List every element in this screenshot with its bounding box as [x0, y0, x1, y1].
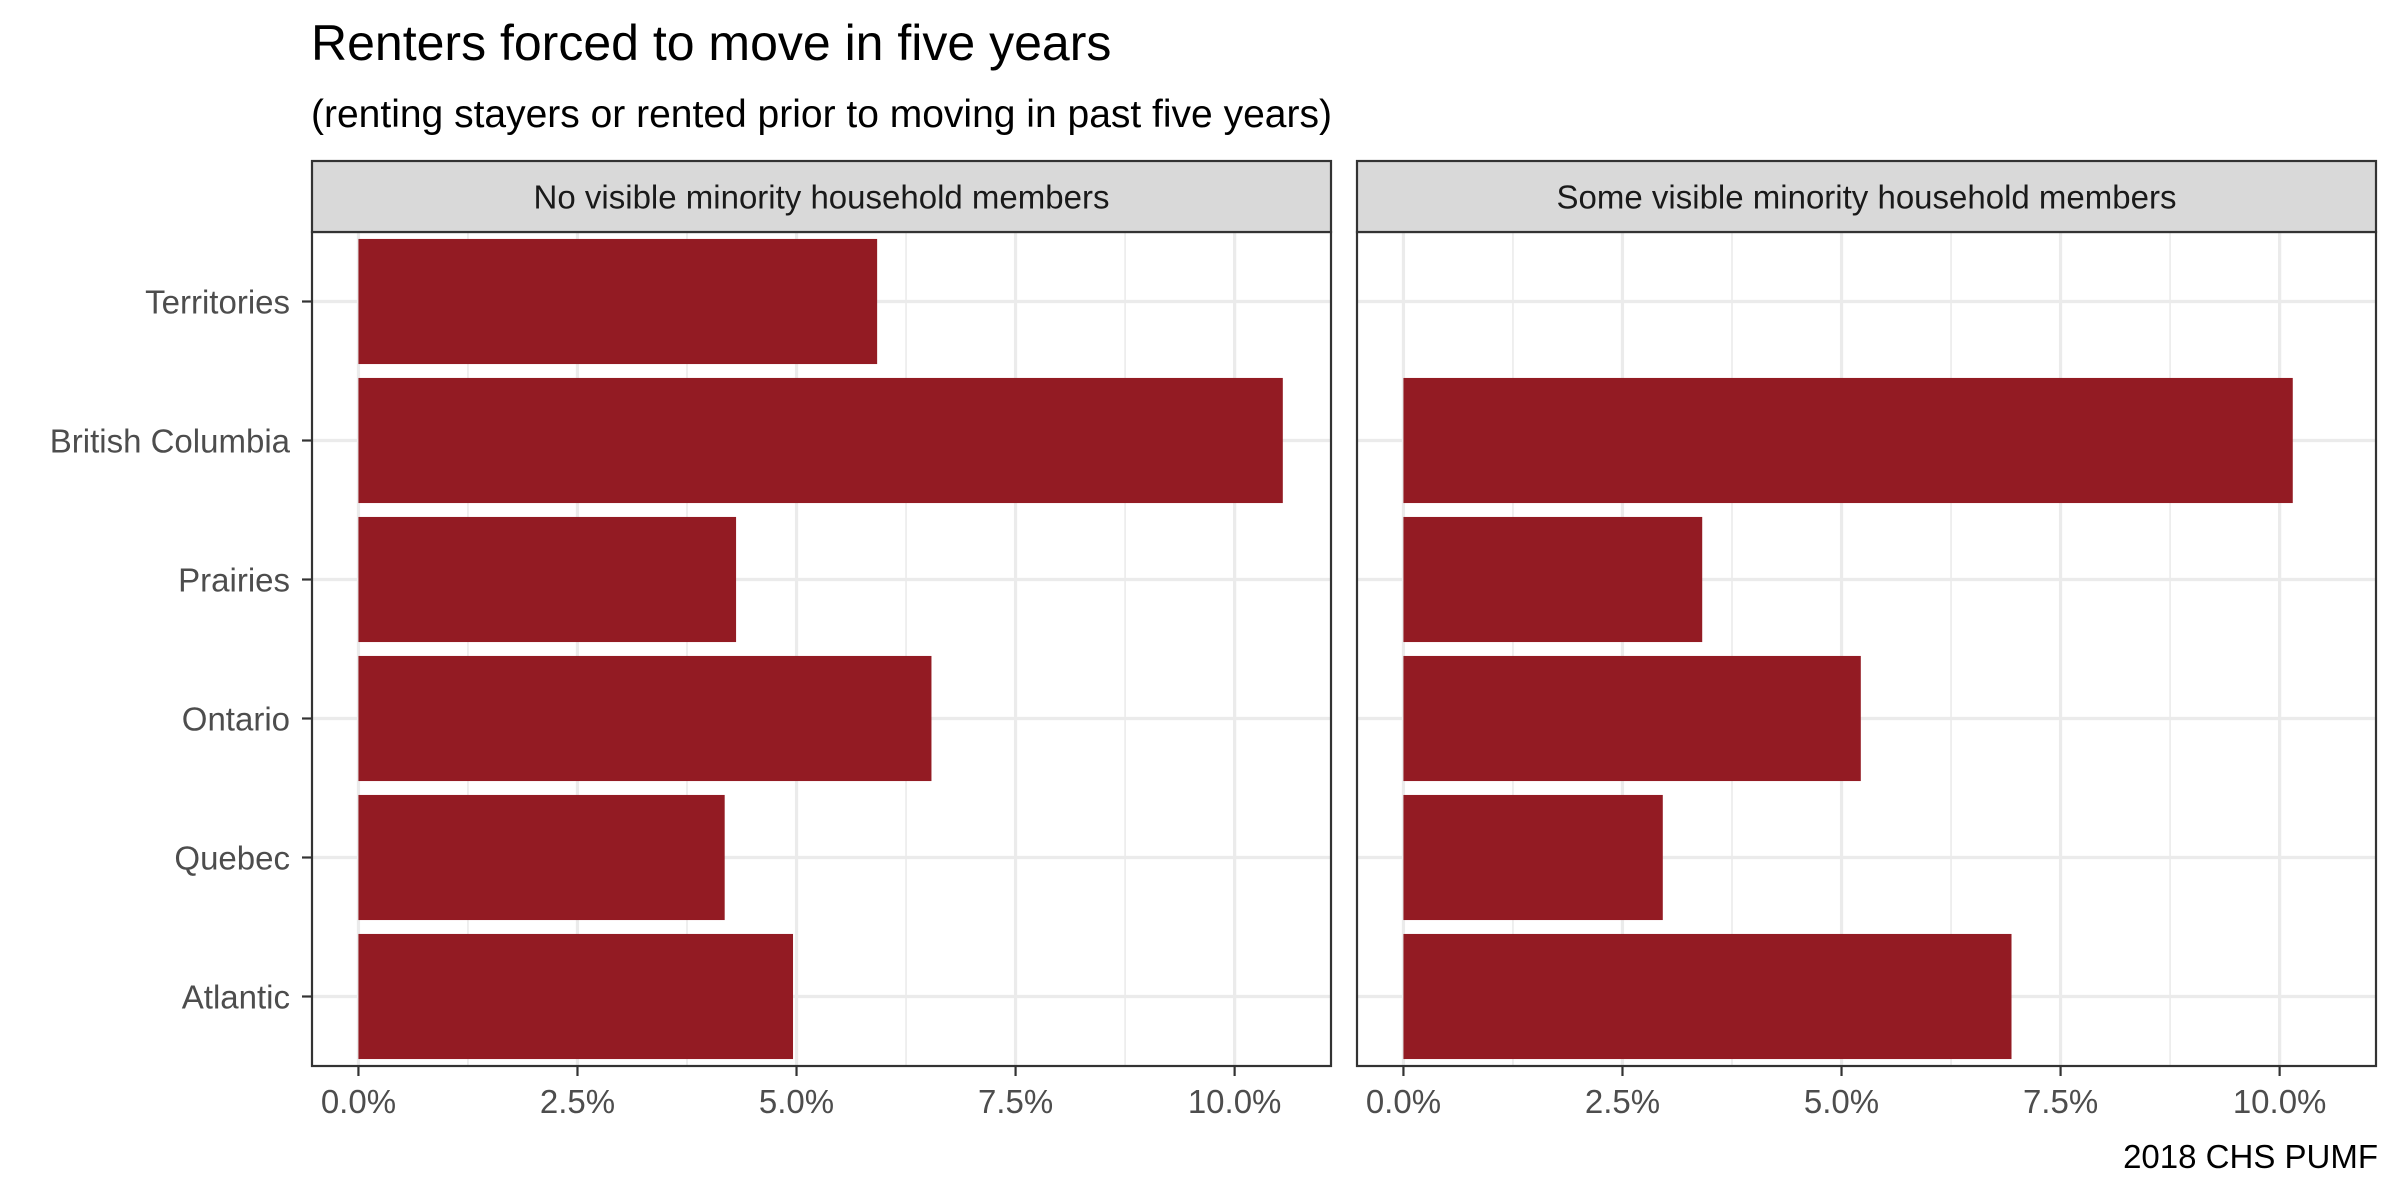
facet-strip-label: No visible minority household members: [534, 179, 1110, 216]
y-axis: Territories British Columbia Prairies Ontar…: [50, 284, 312, 1016]
bar-prairies: [1403, 516, 1703, 643]
panel-2: Some visible minority household members 0…: [1355, 159, 2378, 1120]
bar-atlantic: [1403, 933, 2012, 1060]
x-tick-label: 10.0%: [1188, 1083, 1282, 1120]
y-tick-label: Territories: [145, 284, 290, 321]
bar-atlantic: [358, 933, 794, 1060]
panel-1: No visible minority household members 0.0…: [310, 159, 1333, 1120]
x-tick-label: 0.0%: [1366, 1083, 1441, 1120]
x-tick-label: 2.5%: [540, 1083, 615, 1120]
x-tick-label: 0.0%: [321, 1083, 396, 1120]
facet-strip-label: Some visible minority household members: [1557, 179, 2177, 216]
x-tick-label: 10.0%: [2233, 1083, 2327, 1120]
facet-strip: [1355, 159, 2378, 234]
y-tick-label: Ontario: [182, 701, 290, 738]
bar-quebec: [358, 794, 725, 921]
bar-territories: [358, 238, 878, 365]
chart-caption: 2018 CHS PUMF: [2123, 1138, 2378, 1175]
bar-quebec: [1403, 794, 1663, 921]
panel-background: [312, 232, 1331, 1066]
bar-british-columbia: [358, 377, 1283, 504]
facet-strip: [310, 159, 1333, 234]
x-tick-label: 5.0%: [1804, 1083, 1879, 1120]
bar-british-columbia: [1403, 377, 2293, 504]
x-tick-label: 2.5%: [1585, 1083, 1660, 1120]
y-tick-label: Prairies: [178, 562, 290, 599]
x-tick-label: 7.5%: [2023, 1083, 2098, 1120]
y-tick-label: British Columbia: [50, 423, 291, 460]
bar-ontario: [1403, 655, 1861, 782]
panel-background: [1357, 232, 2376, 1066]
bar-prairies: [358, 516, 737, 643]
y-tick-label: Quebec: [174, 840, 290, 877]
x-tick-label: 5.0%: [759, 1083, 834, 1120]
bar-ontario: [358, 655, 932, 782]
y-tick-label: Atlantic: [182, 979, 290, 1016]
chart-subtitle: (renting stayers or rented prior to movi…: [311, 93, 1332, 136]
chart-title: Renters forced to move in five years: [311, 15, 1111, 71]
x-tick-label: 7.5%: [978, 1083, 1053, 1120]
panels-layer: No visible minority household members 0.0…: [310, 159, 2378, 1120]
